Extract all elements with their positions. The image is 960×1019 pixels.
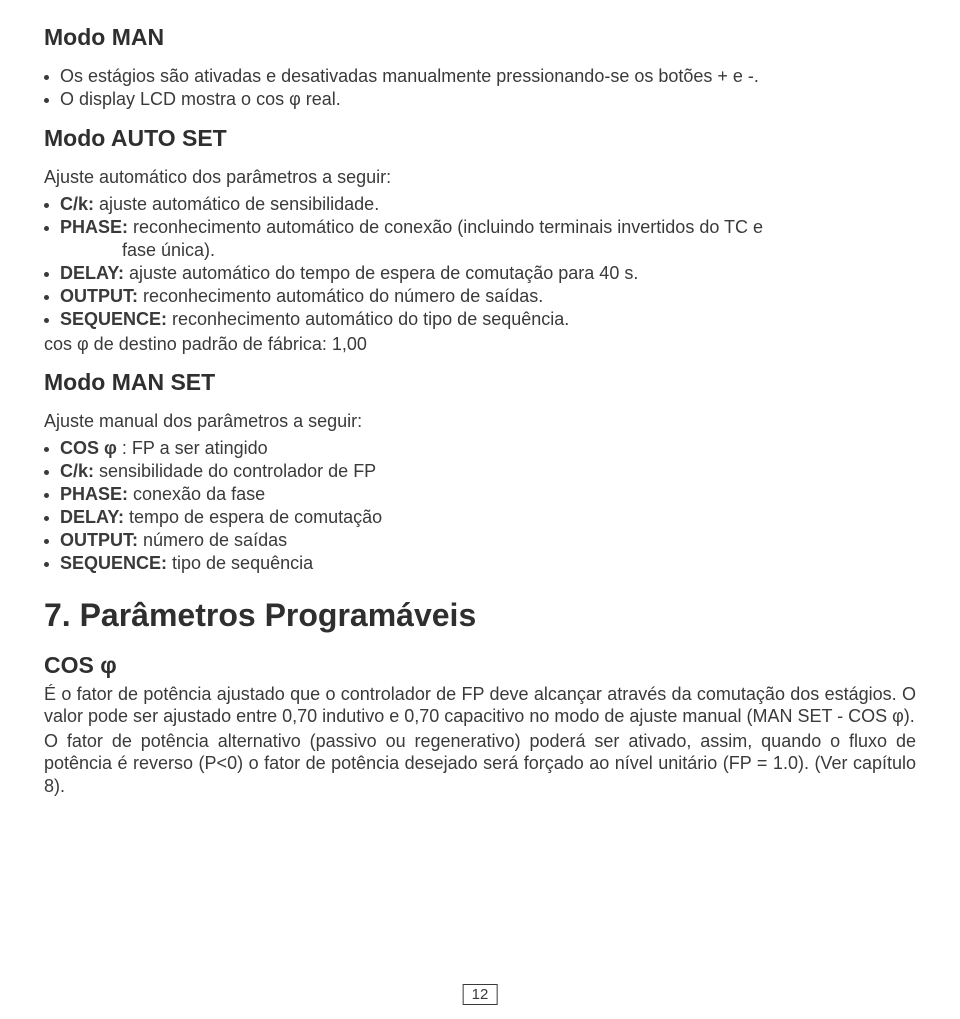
list-item: C/k: sensibilidade do controlador de FP	[44, 460, 916, 483]
label-bold: DELAY:	[60, 507, 124, 527]
label-cont: fase única).	[60, 239, 916, 262]
label-bold: OUTPUT:	[60, 530, 138, 550]
list-autoset: C/k: ajuste automático de sensibilidade.…	[44, 193, 916, 331]
label-rest: ajuste automático de sensibilidade.	[94, 194, 379, 214]
tail-autoset: cos φ de destino padrão de fábrica: 1,00	[44, 333, 916, 356]
label-rest: reconhecimento automático do tipo de seq…	[167, 309, 569, 329]
label-bold: PHASE:	[60, 217, 128, 237]
label-bold: SEQUENCE:	[60, 553, 167, 573]
label-bold: C/k:	[60, 194, 94, 214]
label-bold: SEQUENCE:	[60, 309, 167, 329]
document-page: Modo MAN Os estágios são ativadas e desa…	[0, 0, 960, 1019]
list-item: C/k: ajuste automático de sensibilidade.	[44, 193, 916, 216]
list-item: PHASE: conexão da fase	[44, 483, 916, 506]
label-bold: COS φ	[60, 438, 117, 458]
list-item: PHASE: reconhecimento automático de cone…	[44, 216, 916, 262]
label-rest: sensibilidade do controlador de FP	[94, 461, 376, 481]
heading-modo-man: Modo MAN	[44, 24, 916, 51]
list-item: Os estágios são ativadas e desativadas m…	[44, 65, 916, 88]
intro-manset: Ajuste manual dos parâmetros a seguir:	[44, 410, 916, 433]
label-rest: conexão da fase	[128, 484, 265, 504]
label-rest: ajuste automático do tempo de espera de …	[124, 263, 638, 283]
list-item: DELAY: ajuste automático do tempo de esp…	[44, 262, 916, 285]
list-item: O display LCD mostra o cos φ real.	[44, 88, 916, 111]
list-manset: COS φ : FP a ser atingido C/k: sensibili…	[44, 437, 916, 575]
label-bold: C/k:	[60, 461, 94, 481]
label-rest: : FP a ser atingido	[117, 438, 268, 458]
subheading-cos-phi: COS φ	[44, 652, 916, 679]
list-modo-man: Os estágios são ativadas e desativadas m…	[44, 65, 916, 111]
label-bold: PHASE:	[60, 484, 128, 504]
intro-autoset: Ajuste automático dos parâmetros a segui…	[44, 166, 916, 189]
label-rest: reconhecimento automático do número de s…	[138, 286, 543, 306]
heading-parametros: 7. Parâmetros Programáveis	[44, 597, 916, 634]
page-number: 12	[463, 984, 498, 1005]
list-item: OUTPUT: reconhecimento automático do núm…	[44, 285, 916, 308]
label-rest: tempo de espera de comutação	[124, 507, 382, 527]
label-bold: DELAY:	[60, 263, 124, 283]
list-item: SEQUENCE: tipo de sequência	[44, 552, 916, 575]
label-rest: tipo de sequência	[167, 553, 313, 573]
heading-modo-autoset: Modo AUTO SET	[44, 125, 916, 152]
list-item: COS φ : FP a ser atingido	[44, 437, 916, 460]
list-item: DELAY: tempo de espera de comutação	[44, 506, 916, 529]
list-item: OUTPUT: número de saídas	[44, 529, 916, 552]
label-bold: OUTPUT:	[60, 286, 138, 306]
label-rest: número de saídas	[138, 530, 287, 550]
list-item: SEQUENCE: reconhecimento automático do t…	[44, 308, 916, 331]
label-rest: reconhecimento automático de conexão (in…	[128, 217, 763, 237]
paragraph-cos-2: O fator de potência alternativo (passivo…	[44, 730, 916, 798]
heading-modo-manset: Modo MAN SET	[44, 369, 916, 396]
paragraph-cos-1: É o fator de potência ajustado que o con…	[44, 683, 916, 728]
